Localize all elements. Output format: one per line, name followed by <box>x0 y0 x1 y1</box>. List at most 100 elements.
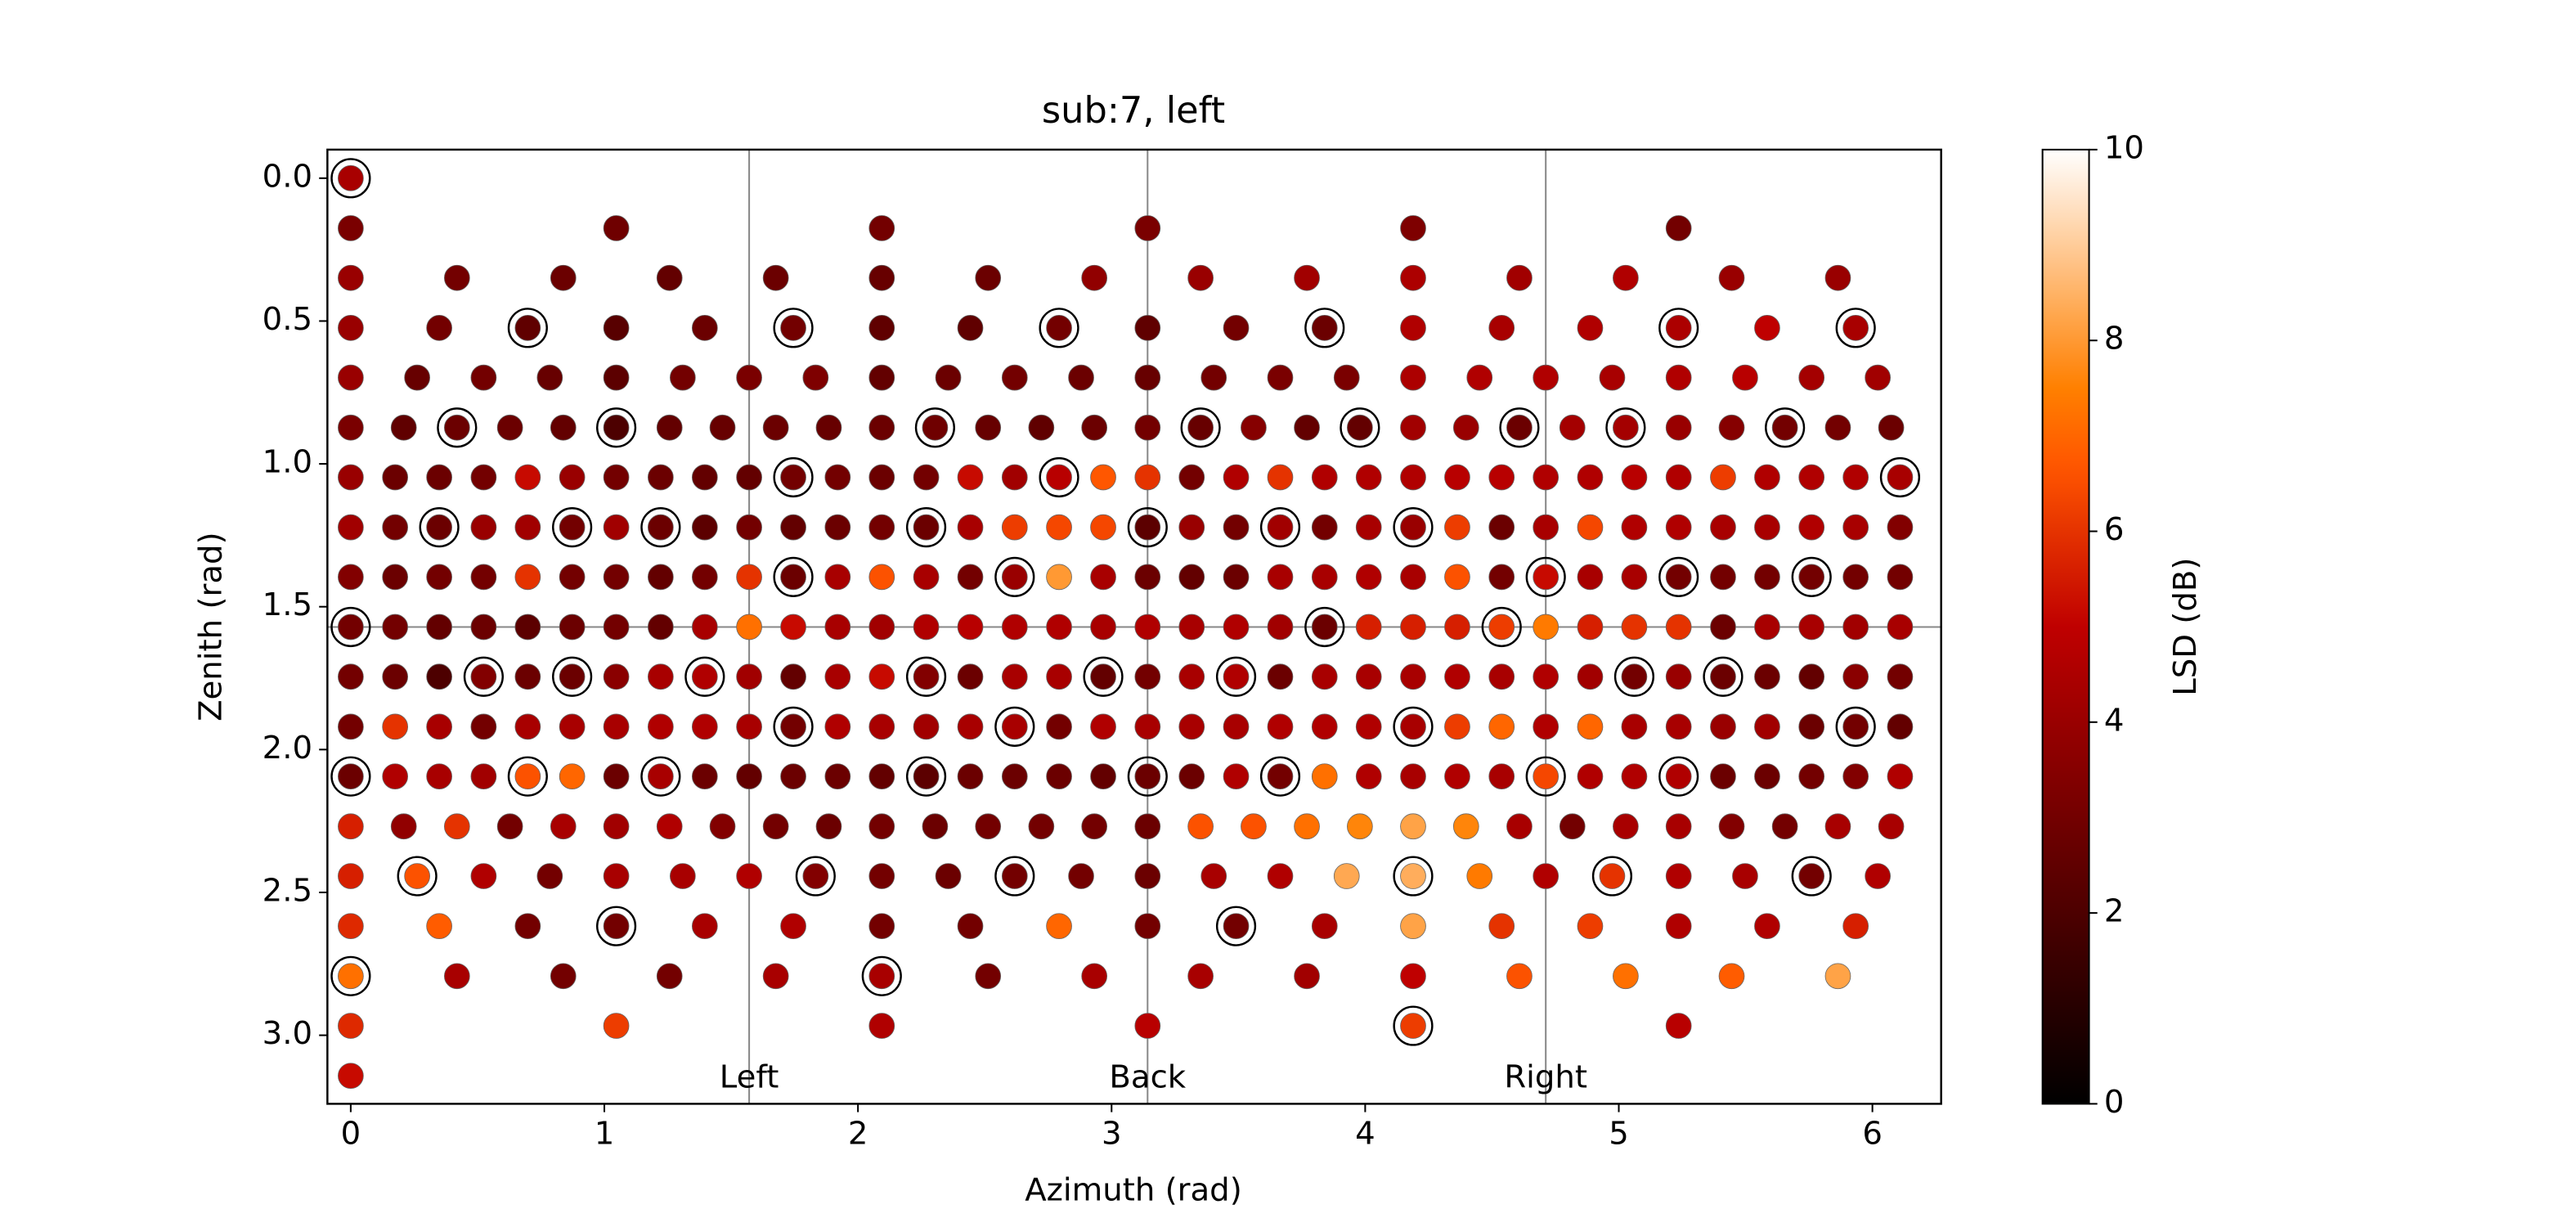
point <box>1223 614 1250 640</box>
y-tick-label: 2.0 <box>263 730 312 766</box>
highlight-ring <box>773 556 814 597</box>
point <box>404 863 430 889</box>
point <box>736 863 762 889</box>
point <box>1824 963 1851 990</box>
point <box>1577 763 1604 790</box>
point <box>1488 713 1515 740</box>
point <box>868 763 895 790</box>
point <box>443 963 470 990</box>
point <box>1090 614 1116 640</box>
point <box>1090 713 1116 740</box>
highlight-ring <box>994 856 1035 897</box>
point <box>1488 564 1515 591</box>
point <box>603 414 630 441</box>
point <box>691 763 718 790</box>
highlight-ring <box>1393 856 1434 897</box>
point <box>922 813 949 840</box>
highlight-ring <box>1525 756 1566 797</box>
point <box>514 913 541 940</box>
point <box>470 564 497 591</box>
point <box>1001 663 1028 690</box>
point <box>762 414 789 441</box>
point <box>1665 514 1692 541</box>
highlight-ring <box>640 756 681 797</box>
point <box>1444 763 1470 790</box>
point <box>1710 663 1736 690</box>
highlight-ring <box>1180 407 1221 448</box>
point <box>1842 464 1869 491</box>
point <box>709 813 736 840</box>
point <box>1771 813 1798 840</box>
point <box>559 763 586 790</box>
point <box>1710 514 1736 541</box>
point <box>691 663 718 690</box>
point <box>1887 514 1914 541</box>
point <box>426 663 452 690</box>
point <box>691 514 718 541</box>
point <box>603 863 630 889</box>
point <box>1506 813 1533 840</box>
point <box>1333 364 1360 391</box>
point <box>1577 713 1604 740</box>
point <box>868 215 895 241</box>
point <box>470 364 497 391</box>
colorbar <box>2041 148 2090 1105</box>
highlight-ring <box>1591 856 1633 897</box>
point <box>1599 863 1626 889</box>
highlight-ring <box>861 955 902 996</box>
point <box>1223 713 1250 740</box>
point <box>1754 763 1780 790</box>
point <box>691 464 718 491</box>
point <box>1200 364 1227 391</box>
point <box>780 514 806 541</box>
point <box>1754 464 1780 491</box>
highlight-ring <box>595 407 637 448</box>
highlight-ring <box>1525 556 1566 597</box>
point <box>338 164 364 191</box>
point <box>868 464 895 491</box>
point <box>382 564 409 591</box>
point <box>603 364 630 391</box>
point <box>338 963 364 990</box>
point <box>1400 913 1426 940</box>
point <box>443 264 470 291</box>
point <box>1294 963 1320 990</box>
point <box>1400 763 1426 790</box>
point <box>1400 364 1426 391</box>
point <box>1621 713 1648 740</box>
point <box>514 713 541 740</box>
point <box>338 514 364 541</box>
point <box>1798 713 1825 740</box>
point <box>1842 564 1869 591</box>
point <box>1488 314 1515 341</box>
point <box>1842 663 1869 690</box>
highlight-ring <box>1215 656 1257 697</box>
point <box>1046 564 1072 591</box>
point <box>338 614 364 640</box>
point <box>1488 663 1515 690</box>
point <box>1400 614 1426 640</box>
point <box>868 913 895 940</box>
point <box>1824 414 1851 441</box>
point <box>1400 863 1426 889</box>
point <box>957 514 984 541</box>
chart-title: sub:7, left <box>1042 89 1225 132</box>
point <box>1355 614 1382 640</box>
point <box>1400 663 1426 690</box>
point <box>824 464 851 491</box>
point <box>603 713 630 740</box>
point <box>868 614 895 640</box>
point <box>913 763 940 790</box>
point <box>1134 514 1161 541</box>
point <box>1887 763 1914 790</box>
point <box>1798 564 1825 591</box>
y-tick-label: 0.5 <box>263 301 312 338</box>
point <box>603 514 630 541</box>
point <box>691 713 718 740</box>
point <box>957 663 984 690</box>
point <box>1577 564 1604 591</box>
x-tick-label: 1 <box>595 1116 615 1153</box>
point <box>1798 364 1825 391</box>
